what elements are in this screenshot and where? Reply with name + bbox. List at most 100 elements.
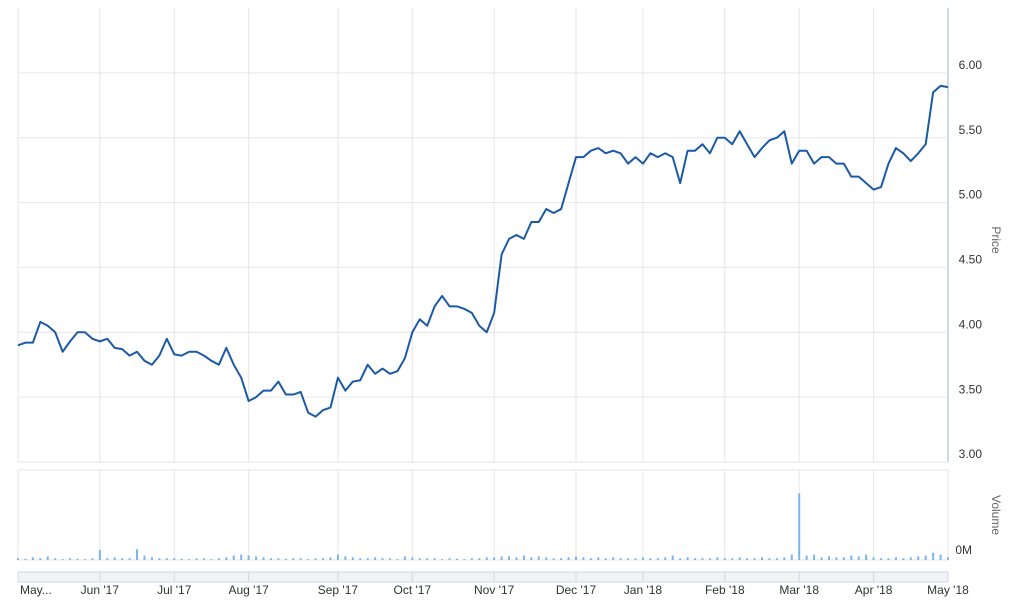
volume-bar bbox=[783, 557, 786, 560]
x-tick-label: Sep '17 bbox=[318, 583, 359, 597]
volume-bar bbox=[679, 558, 682, 560]
volume-bar bbox=[932, 552, 935, 560]
volume-bar bbox=[493, 557, 496, 560]
volume-bar bbox=[299, 558, 302, 560]
y-tick-label: 4.00 bbox=[959, 317, 983, 331]
volume-bar bbox=[448, 558, 451, 560]
volume-bar bbox=[723, 558, 726, 560]
volume-bar bbox=[180, 558, 183, 560]
volume-bar bbox=[746, 558, 749, 560]
x-tick-label: May '18 bbox=[927, 583, 969, 597]
volume-bar bbox=[158, 558, 161, 560]
volume-bar bbox=[418, 558, 421, 560]
volume-bar bbox=[865, 554, 868, 560]
volume-bar bbox=[902, 558, 905, 560]
volume-bar bbox=[24, 558, 27, 560]
x-tick-label: Mar '18 bbox=[779, 583, 819, 597]
volume-bar bbox=[359, 558, 362, 560]
volume-bar bbox=[664, 557, 667, 560]
volume-bar bbox=[649, 558, 652, 560]
volume-bar bbox=[738, 557, 741, 560]
volume-bar bbox=[604, 558, 607, 560]
y-tick-label: 5.50 bbox=[959, 123, 983, 137]
volume-bar bbox=[463, 559, 466, 560]
x-tick-label: Jan '18 bbox=[624, 583, 663, 597]
volume-bar bbox=[433, 558, 436, 560]
volume-bar bbox=[790, 554, 793, 560]
volume-bar bbox=[344, 556, 347, 560]
volume-bar bbox=[909, 557, 912, 560]
y-tick-label: 4.50 bbox=[959, 253, 983, 267]
volume-bar bbox=[121, 558, 124, 560]
volume-bar bbox=[619, 558, 622, 560]
volume-bar bbox=[173, 558, 176, 560]
y-tick-label: 3.00 bbox=[959, 447, 983, 461]
volume-bar bbox=[240, 554, 243, 560]
volume-bar bbox=[98, 550, 101, 560]
volume-bar bbox=[575, 556, 577, 560]
volume-bar bbox=[924, 555, 927, 560]
volume-bar bbox=[753, 558, 756, 560]
volume-bar bbox=[143, 555, 146, 560]
volume-bar bbox=[634, 558, 637, 560]
volume-bar bbox=[835, 557, 838, 560]
volume-bar bbox=[31, 557, 34, 560]
volume-bar bbox=[515, 557, 518, 560]
volume-bar bbox=[842, 557, 845, 560]
volume-bar bbox=[269, 558, 272, 560]
volume-bar bbox=[641, 557, 644, 560]
volume-bar bbox=[39, 558, 42, 560]
volume-bar bbox=[798, 493, 801, 560]
volume-bar bbox=[805, 555, 808, 560]
volume-bar bbox=[329, 557, 332, 560]
x-tick-label: Oct '17 bbox=[393, 583, 431, 597]
volume-bar bbox=[656, 558, 659, 560]
volume-bar bbox=[426, 558, 429, 560]
volume-bar bbox=[545, 557, 548, 560]
y-tick-label: 6.00 bbox=[959, 58, 983, 72]
x-tick-label: Feb '18 bbox=[705, 583, 745, 597]
volume-bar bbox=[128, 558, 131, 560]
volume-bar bbox=[947, 557, 949, 560]
volume-bar bbox=[69, 558, 72, 560]
volume-bar bbox=[508, 556, 511, 560]
navigator bbox=[17, 571, 949, 583]
volume-bar bbox=[775, 558, 778, 560]
volume-bar bbox=[455, 558, 458, 560]
volume-bar bbox=[307, 559, 310, 560]
x-tick-label: May... bbox=[20, 583, 52, 597]
volume-bar bbox=[322, 558, 325, 560]
volume-bar bbox=[217, 558, 220, 560]
volume-bar bbox=[17, 558, 19, 560]
volume-bar bbox=[46, 556, 49, 560]
volume-bar bbox=[61, 559, 64, 560]
volume-bar bbox=[225, 557, 228, 560]
volume-bar bbox=[589, 558, 592, 560]
volume-bar bbox=[567, 557, 570, 560]
volume-bar bbox=[485, 557, 488, 560]
volume-bar bbox=[292, 558, 295, 560]
volume-bar bbox=[277, 558, 280, 560]
volume-bar bbox=[478, 558, 481, 560]
volume-bar bbox=[768, 558, 771, 560]
volume-bar bbox=[106, 558, 109, 560]
volume-bar bbox=[366, 558, 369, 560]
volume-bar bbox=[381, 558, 384, 560]
volume-bar bbox=[210, 559, 213, 560]
y2-tick-label: 0M bbox=[955, 543, 972, 557]
volume-bar bbox=[203, 558, 205, 560]
volume-bar bbox=[716, 557, 719, 560]
y2-axis-title: Volume bbox=[989, 495, 1003, 535]
volume-bar bbox=[403, 556, 406, 560]
volume-bar bbox=[552, 558, 555, 560]
volume-bar bbox=[314, 558, 317, 560]
volume-bar bbox=[530, 557, 533, 560]
x-tick-label: Dec '17 bbox=[556, 583, 597, 597]
volume-bar bbox=[731, 558, 734, 560]
volume-bar bbox=[396, 559, 399, 560]
x-tick-label: Aug '17 bbox=[228, 583, 269, 597]
volume-bar bbox=[83, 559, 86, 560]
x-tick-label: Nov '17 bbox=[474, 583, 515, 597]
